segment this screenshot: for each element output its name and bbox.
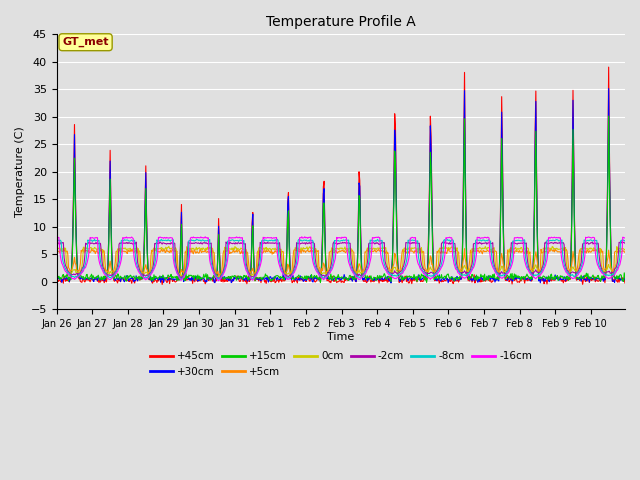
+45cm: [275, 279, 283, 285]
-16cm: [120, 235, 127, 241]
-16cm: [301, 234, 308, 240]
0cm: [401, 247, 409, 252]
0cm: [225, 246, 233, 252]
Line: +15cm: +15cm: [57, 116, 627, 283]
+15cm: [433, 273, 441, 279]
-8cm: [402, 261, 410, 266]
+5cm: [225, 247, 233, 253]
+45cm: [53, 279, 61, 285]
+45cm: [253, 275, 261, 281]
Text: GT_met: GT_met: [62, 37, 109, 48]
-8cm: [214, 276, 221, 282]
+15cm: [623, 274, 630, 280]
Legend: +45cm, +30cm, +15cm, +5cm, 0cm, -2cm, -8cm, -16cm: +45cm, +30cm, +15cm, +5cm, 0cm, -2cm, -8…: [145, 348, 536, 381]
-2cm: [275, 240, 283, 246]
-8cm: [275, 252, 283, 258]
+30cm: [274, 276, 282, 282]
-2cm: [623, 241, 630, 247]
X-axis label: Time: Time: [327, 332, 355, 342]
-2cm: [401, 256, 409, 262]
-8cm: [296, 236, 303, 242]
Line: 0cm: 0cm: [57, 246, 627, 277]
Y-axis label: Temperature (C): Temperature (C): [15, 126, 25, 217]
+5cm: [401, 248, 409, 253]
0cm: [433, 268, 441, 274]
+30cm: [53, 276, 61, 282]
+5cm: [275, 247, 283, 253]
-16cm: [275, 261, 283, 266]
+5cm: [433, 249, 441, 254]
-8cm: [253, 270, 261, 276]
Line: +30cm: +30cm: [57, 89, 627, 283]
-2cm: [120, 240, 127, 246]
+30cm: [623, 275, 630, 280]
-2cm: [216, 276, 223, 282]
+15cm: [274, 273, 282, 279]
+30cm: [433, 278, 441, 284]
0cm: [623, 248, 630, 253]
-16cm: [53, 234, 61, 240]
+5cm: [623, 252, 630, 257]
-16cm: [225, 235, 233, 240]
+45cm: [120, 277, 127, 283]
0cm: [442, 243, 449, 249]
Line: +45cm: +45cm: [57, 67, 627, 285]
-8cm: [623, 237, 630, 243]
-16cm: [434, 270, 442, 276]
-2cm: [433, 268, 441, 274]
-2cm: [253, 269, 261, 275]
0cm: [275, 246, 283, 252]
+45cm: [401, 273, 409, 279]
Line: +5cm: +5cm: [57, 248, 627, 276]
+15cm: [605, 113, 612, 119]
0cm: [253, 264, 261, 270]
-16cm: [253, 270, 261, 276]
+45cm: [605, 64, 612, 70]
-8cm: [434, 269, 442, 275]
+5cm: [120, 248, 127, 254]
0cm: [120, 245, 127, 251]
-8cm: [120, 238, 127, 244]
+15cm: [317, 280, 324, 286]
+30cm: [387, 280, 395, 286]
Line: -16cm: -16cm: [57, 237, 627, 281]
+30cm: [401, 276, 409, 281]
0cm: [53, 245, 61, 251]
+5cm: [444, 245, 452, 251]
+15cm: [120, 276, 127, 281]
-16cm: [215, 278, 223, 284]
+30cm: [225, 276, 232, 282]
0cm: [213, 274, 221, 280]
Line: -2cm: -2cm: [57, 241, 627, 279]
+30cm: [120, 277, 127, 283]
Title: Temperature Profile A: Temperature Profile A: [266, 15, 416, 29]
-2cm: [53, 240, 61, 246]
-16cm: [623, 234, 630, 240]
+30cm: [605, 86, 612, 92]
+5cm: [253, 250, 261, 255]
-8cm: [53, 238, 61, 244]
+30cm: [253, 276, 260, 281]
+15cm: [225, 274, 232, 279]
-2cm: [225, 241, 233, 247]
+15cm: [53, 274, 61, 279]
Line: -8cm: -8cm: [57, 239, 627, 279]
-2cm: [442, 239, 449, 244]
+5cm: [53, 248, 61, 253]
+5cm: [215, 273, 223, 278]
+45cm: [225, 275, 233, 280]
+45cm: [433, 277, 441, 283]
+45cm: [623, 278, 630, 284]
-16cm: [402, 264, 410, 270]
-8cm: [225, 238, 233, 244]
+15cm: [253, 275, 260, 281]
+45cm: [158, 282, 166, 288]
+15cm: [401, 275, 409, 280]
